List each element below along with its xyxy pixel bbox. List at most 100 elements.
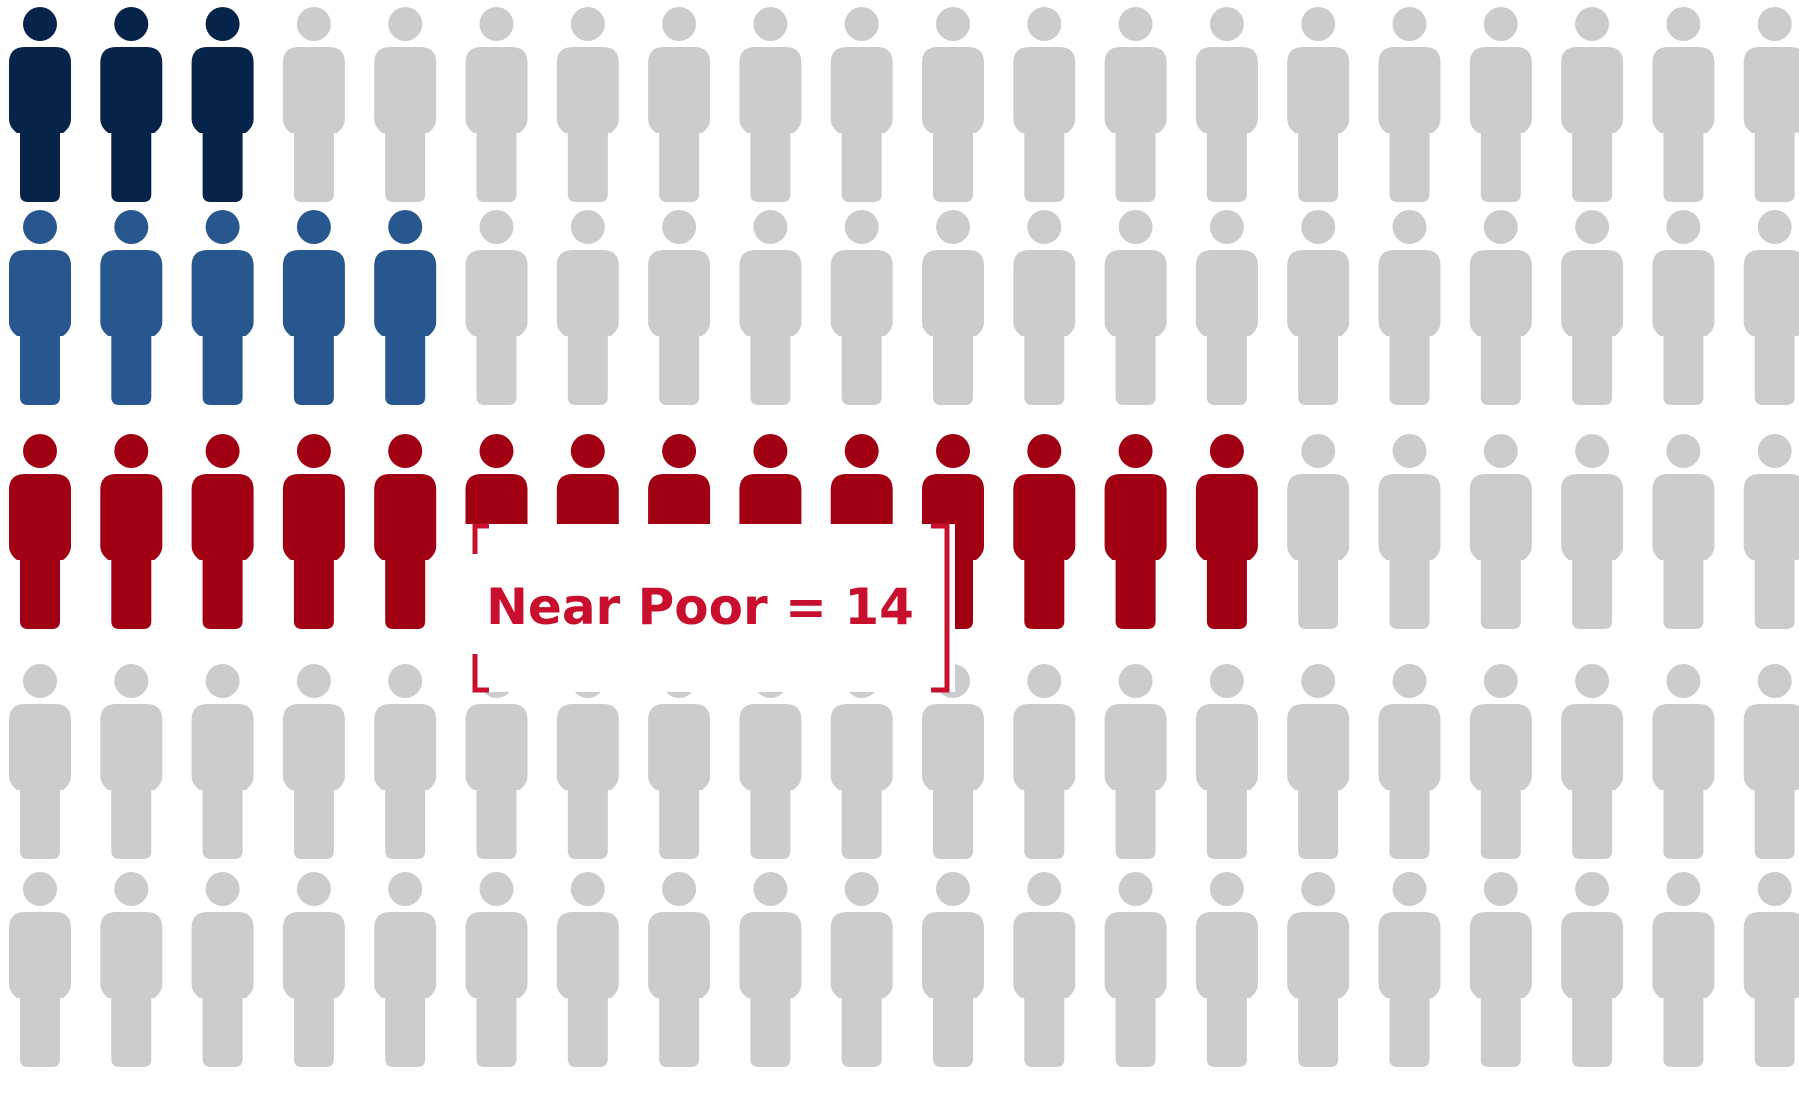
person-body bbox=[556, 912, 619, 1067]
person-figure bbox=[1287, 872, 1350, 1067]
person-figure bbox=[100, 664, 163, 859]
annotation-box bbox=[465, 524, 955, 692]
person-body bbox=[739, 912, 802, 1067]
person-body bbox=[1743, 250, 1799, 405]
person-body bbox=[1378, 912, 1441, 1067]
person-body bbox=[1652, 912, 1715, 1067]
person-figure bbox=[1287, 7, 1350, 202]
person-body bbox=[282, 912, 345, 1067]
person-figure bbox=[830, 664, 893, 859]
person-figure bbox=[1378, 872, 1441, 1067]
person-head bbox=[1301, 872, 1336, 906]
person-head bbox=[1666, 872, 1701, 906]
person-figure bbox=[1195, 872, 1258, 1067]
person-figure bbox=[922, 664, 984, 859]
person-figure bbox=[739, 664, 802, 859]
person-body bbox=[191, 912, 254, 1067]
person-head bbox=[844, 434, 879, 468]
person-figure bbox=[191, 7, 254, 202]
person-body bbox=[1195, 47, 1258, 202]
person-head bbox=[114, 7, 149, 41]
person-figure bbox=[922, 7, 984, 202]
person-body bbox=[100, 250, 163, 405]
person-figure bbox=[1013, 872, 1076, 1067]
person-head bbox=[936, 434, 970, 468]
person-figure bbox=[1013, 434, 1076, 629]
person-head bbox=[844, 210, 879, 244]
person-head bbox=[1575, 210, 1610, 244]
person-head bbox=[1118, 434, 1153, 468]
person-figure bbox=[1743, 872, 1799, 1067]
person-body bbox=[1195, 912, 1258, 1067]
person-body bbox=[1013, 704, 1076, 859]
person-head bbox=[23, 872, 57, 906]
person-body bbox=[1561, 704, 1624, 859]
person-head bbox=[1666, 7, 1701, 41]
person-body bbox=[100, 912, 163, 1067]
person-figure bbox=[282, 434, 345, 629]
person-body bbox=[1743, 47, 1799, 202]
person-figure bbox=[1652, 7, 1715, 202]
figure-grid bbox=[9, 7, 1799, 1067]
person-figure bbox=[1743, 7, 1799, 202]
person-body bbox=[1743, 704, 1799, 859]
person-figure bbox=[191, 872, 254, 1067]
person-body bbox=[1469, 474, 1532, 629]
person-figure bbox=[191, 210, 254, 405]
person-figure bbox=[1378, 7, 1441, 202]
person-figure bbox=[556, 7, 619, 202]
person-figure bbox=[9, 664, 71, 859]
person-body bbox=[282, 47, 345, 202]
person-head bbox=[1209, 7, 1244, 41]
person-figure bbox=[739, 872, 802, 1067]
person-head bbox=[753, 7, 788, 41]
person-body bbox=[922, 47, 984, 202]
person-head bbox=[1209, 210, 1244, 244]
person-figure bbox=[374, 872, 437, 1067]
person-head bbox=[1027, 210, 1062, 244]
person-body bbox=[1378, 47, 1441, 202]
person-head bbox=[1118, 7, 1153, 41]
person-figure bbox=[739, 210, 802, 405]
person-figure bbox=[191, 434, 254, 629]
person-figure bbox=[1104, 872, 1167, 1067]
person-head bbox=[205, 210, 240, 244]
person-head bbox=[296, 872, 331, 906]
person-head bbox=[1301, 210, 1336, 244]
person-head bbox=[662, 210, 697, 244]
person-figure bbox=[1743, 434, 1799, 629]
person-figure bbox=[282, 664, 345, 859]
person-figure bbox=[922, 210, 984, 405]
person-head bbox=[296, 210, 331, 244]
person-head bbox=[570, 434, 605, 468]
person-body bbox=[1287, 474, 1350, 629]
person-body bbox=[1469, 47, 1532, 202]
person-figure bbox=[374, 210, 437, 405]
person-figure bbox=[1104, 7, 1167, 202]
person-head bbox=[114, 664, 149, 698]
person-figure bbox=[465, 7, 528, 202]
person-figure bbox=[1469, 664, 1532, 859]
person-head bbox=[1483, 434, 1518, 468]
person-head bbox=[479, 872, 514, 906]
person-body bbox=[739, 250, 802, 405]
person-head bbox=[205, 7, 240, 41]
person-body bbox=[922, 704, 984, 859]
person-figure bbox=[1652, 664, 1715, 859]
person-head bbox=[1301, 664, 1336, 698]
person-head bbox=[114, 434, 149, 468]
person-head bbox=[1575, 664, 1610, 698]
person-figure bbox=[1013, 664, 1076, 859]
person-head bbox=[753, 872, 788, 906]
person-body bbox=[465, 704, 528, 859]
person-figure bbox=[648, 872, 711, 1067]
person-body bbox=[1195, 704, 1258, 859]
person-head bbox=[570, 7, 605, 41]
person-body bbox=[648, 250, 711, 405]
person-head bbox=[844, 7, 879, 41]
person-figure bbox=[1652, 434, 1715, 629]
person-head bbox=[296, 7, 331, 41]
person-head bbox=[662, 434, 697, 468]
person-figure bbox=[100, 434, 163, 629]
person-head bbox=[753, 210, 788, 244]
